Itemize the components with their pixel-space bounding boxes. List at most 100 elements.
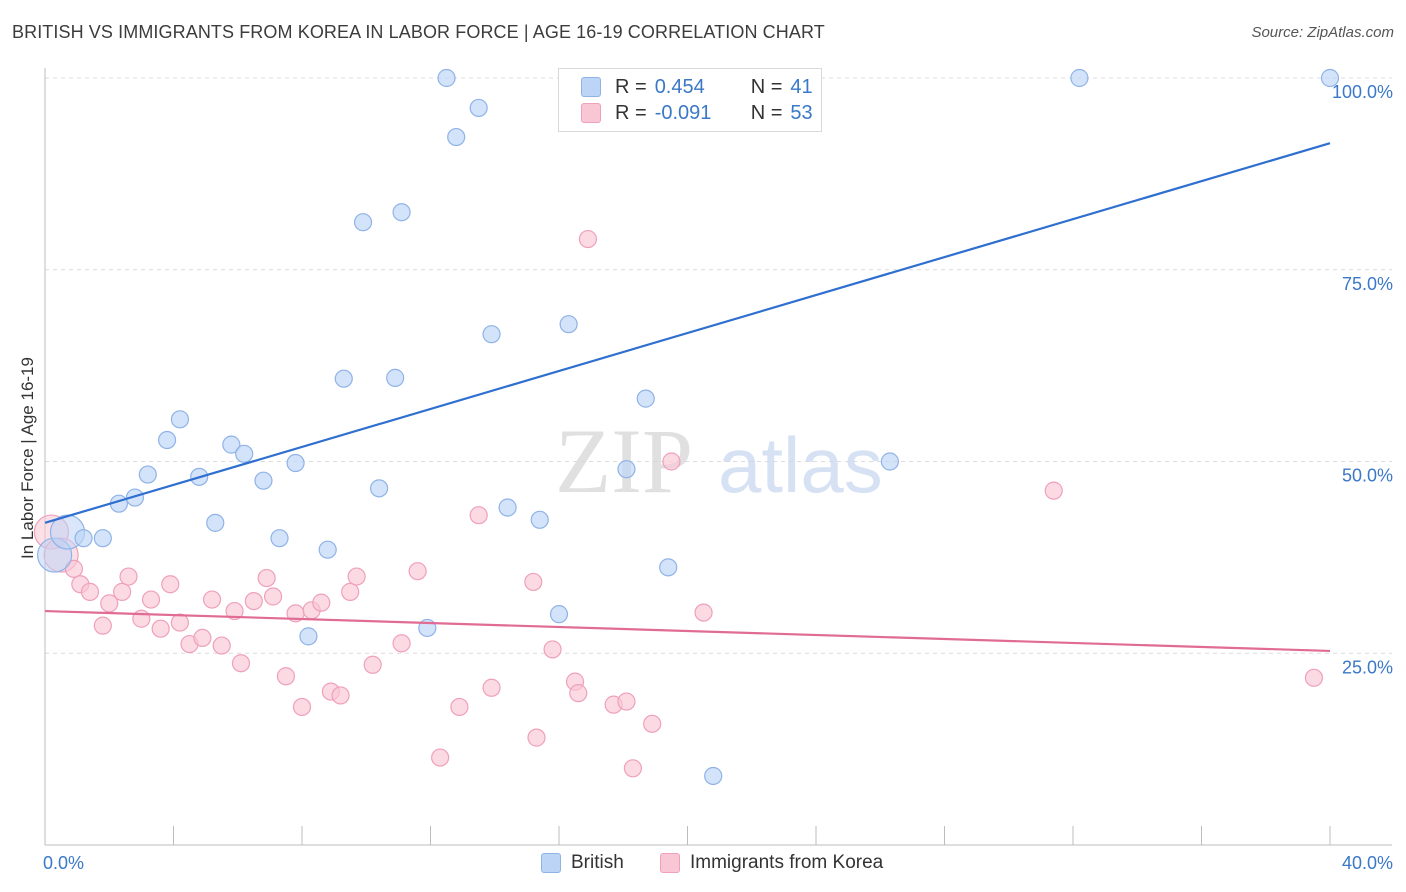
british-point [206, 513, 225, 532]
korea-point [363, 655, 382, 674]
korea-point [578, 229, 598, 249]
korea-point [469, 506, 488, 525]
british-point [299, 627, 318, 646]
korea-swatch [581, 103, 601, 123]
y-tick-label: 100.0% [1332, 82, 1393, 102]
grid-layer [45, 77, 1392, 654]
watermark-atlas: atlas [718, 421, 883, 509]
korea-point [161, 575, 180, 594]
british-point [880, 452, 899, 471]
korea-n-label: N = [750, 101, 783, 124]
british-point [286, 453, 305, 473]
british-point [334, 369, 353, 388]
korea-point [263, 587, 283, 606]
british-point [1320, 68, 1340, 88]
korea-point [151, 619, 170, 638]
british-point [659, 558, 678, 577]
korea-point [1044, 481, 1063, 500]
korea-point [347, 567, 366, 586]
korea-point [100, 594, 119, 613]
korea-point [257, 568, 276, 588]
korea-point [80, 582, 100, 601]
korea-point [392, 634, 411, 653]
korea-point [292, 697, 312, 717]
legend-row-korea: R = -0.091 N = 53 [581, 101, 813, 125]
korea-point [694, 603, 713, 622]
korea-point [331, 686, 350, 705]
british-point [559, 315, 578, 334]
korea-point [112, 582, 132, 601]
legend-row-british: R = 0.454 N = 41 [581, 75, 813, 99]
british-point [617, 460, 636, 479]
british-legend-swatch [541, 853, 561, 873]
british-n-value: 41 [790, 75, 813, 98]
korea-point [662, 452, 681, 471]
british-point [93, 529, 112, 548]
british-r-label: R = [615, 75, 647, 98]
british-point [138, 465, 157, 484]
y-tick-label: 25.0% [1342, 657, 1393, 677]
british-point [170, 410, 190, 429]
korea-r-label: R = [615, 101, 647, 124]
korea-point [408, 562, 427, 581]
axis-layer [44, 68, 1392, 846]
korea-point [341, 582, 360, 601]
korea-n-value: 53 [790, 101, 813, 124]
british-point [437, 68, 456, 88]
british-trend-line [44, 142, 1331, 524]
british-point [370, 479, 389, 498]
british-legend-label: British [571, 852, 624, 873]
korea-legend-label: Immigrants from Korea [690, 852, 884, 873]
korea-point [93, 616, 112, 635]
british-point [74, 529, 93, 548]
british-point [386, 368, 405, 387]
korea-point [431, 748, 450, 767]
british-point [1070, 68, 1089, 88]
british-point [447, 127, 466, 147]
british-point [157, 430, 177, 450]
korea-point [569, 684, 588, 703]
korea-point [141, 590, 161, 609]
source-label: Source: ZipAtlas.com [1251, 24, 1394, 41]
series-legend: British Immigrants from Korea [0, 852, 1406, 878]
korea-point [119, 567, 138, 586]
british-point [549, 605, 569, 624]
korea-point [617, 692, 636, 711]
korea-point [276, 667, 296, 686]
trend-layer [44, 142, 1331, 653]
british-point [254, 471, 273, 490]
british-point [704, 766, 723, 786]
korea-point [225, 601, 244, 621]
korea-point [527, 728, 546, 747]
y-tick-label: 75.0% [1342, 274, 1393, 294]
legend-item-british: British [541, 852, 624, 874]
korea-trend-line [44, 609, 1331, 653]
british-point [530, 510, 549, 529]
korea-point [312, 593, 331, 612]
y-tick-label: 50.0% [1342, 466, 1393, 486]
chart-title: BRITISH VS IMMIGRANTS FROM KOREA IN LABO… [12, 22, 825, 42]
british-point [353, 213, 373, 232]
korea-point [202, 590, 222, 609]
british-point [636, 389, 655, 408]
korea-r-value: -0.091 [654, 101, 712, 124]
korea-point [170, 613, 190, 632]
korea-point [623, 759, 642, 778]
korea-point [482, 678, 501, 697]
british-point [125, 488, 145, 507]
legend-item-korea: Immigrants from Korea [660, 852, 883, 874]
british-point [222, 435, 241, 454]
korea-point [193, 628, 212, 648]
korea-point [524, 572, 543, 592]
tick-labels: 25.0% 50.0% 75.0% 100.0% 0.0% 40.0% [43, 82, 1393, 873]
korea-point [543, 640, 562, 659]
korea-point [1304, 668, 1324, 687]
british-point [392, 203, 411, 222]
british-point [498, 498, 517, 517]
british-point [482, 325, 501, 344]
british-r-value: 0.454 [654, 75, 705, 98]
korea-point [643, 714, 662, 733]
british-point [270, 529, 289, 548]
british-point [235, 444, 254, 463]
